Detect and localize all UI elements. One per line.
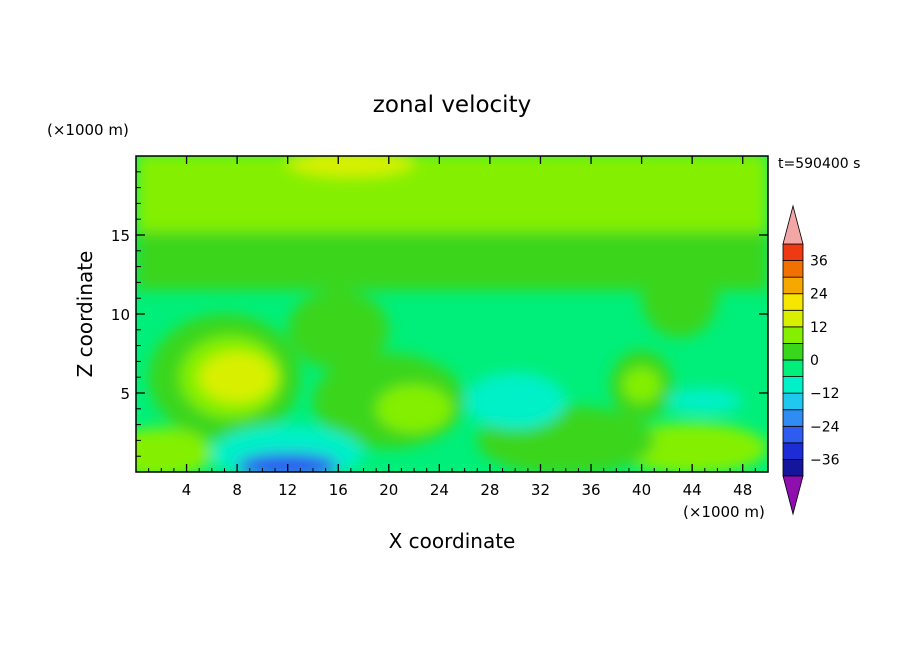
x-tick-label: 32 xyxy=(531,481,550,499)
x-tick-label: 12 xyxy=(278,481,297,499)
colorbar: −36 −24 −12 0 12 24 36 xyxy=(782,204,840,516)
colorbar-under-arrow xyxy=(782,475,804,516)
y-axis-label: Z coordinate xyxy=(73,251,97,378)
x-tick-label: 24 xyxy=(430,481,449,499)
colorbar-swatch xyxy=(782,442,804,460)
x-tick-label: 16 xyxy=(329,481,348,499)
y-axis: 5 10 15 xyxy=(111,171,768,457)
colorbar-tick-label: 0 xyxy=(810,353,819,369)
colorbar-over-arrow xyxy=(782,204,804,245)
chart-title: zonal velocity xyxy=(373,92,531,118)
colorbar-tick-label: 36 xyxy=(810,254,828,270)
contour-region xyxy=(287,156,415,177)
contour-region xyxy=(136,156,768,232)
x-axis: 4 8 12 16 20 24 28 32 36 40 44 48 xyxy=(148,156,756,499)
colorbar-tick-label: 12 xyxy=(810,320,828,336)
contour-region xyxy=(287,290,389,370)
colorbar-tick-label: −24 xyxy=(810,419,840,435)
colorbar-swatch xyxy=(782,276,804,295)
x-tick-label: 40 xyxy=(632,481,651,499)
colorbar-swatch xyxy=(782,392,804,411)
colorbar-tick-label: −12 xyxy=(810,386,840,402)
colorbar-swatch xyxy=(782,376,804,394)
colorbar-swatch xyxy=(782,409,804,427)
colorbar-swatch xyxy=(782,343,804,361)
contour-region xyxy=(237,453,339,472)
y-unit-label: (×1000 m) xyxy=(47,121,129,139)
contour-region xyxy=(616,423,768,472)
colorbar-swatch xyxy=(782,309,804,328)
x-tick-label: 44 xyxy=(683,481,702,499)
colorbar-swatch xyxy=(782,326,804,344)
x-axis-label: X coordinate xyxy=(389,529,516,553)
time-label: t=590400 s xyxy=(778,156,860,172)
contour-region xyxy=(136,427,212,472)
x-tick-label: 28 xyxy=(480,481,499,499)
contour-region xyxy=(464,372,566,430)
contour-region xyxy=(641,258,718,338)
x-tick-label: 8 xyxy=(232,481,242,499)
colorbar-tick-label: −36 xyxy=(810,452,840,468)
colorbar-swatch xyxy=(782,425,804,444)
y-tick-label: 10 xyxy=(111,306,130,324)
y-tick-label: 15 xyxy=(111,227,130,245)
x-tick-label: 36 xyxy=(581,481,600,499)
contour-region xyxy=(622,367,661,403)
x-tick-label: 4 xyxy=(182,481,192,499)
colorbar-swatch xyxy=(782,260,804,278)
contour-region xyxy=(666,388,743,414)
colorbar-swatch xyxy=(782,359,804,377)
contour-region xyxy=(376,385,452,433)
colorbar-swatch xyxy=(782,243,804,261)
x-tick-label: 20 xyxy=(379,481,398,499)
colorbar-swatch xyxy=(782,459,804,477)
x-tick-label: 48 xyxy=(733,481,752,499)
colorbar-tick-label: 24 xyxy=(810,287,828,303)
contour-field xyxy=(136,156,768,472)
y-tick-label: 5 xyxy=(120,385,130,403)
x-unit-label: (×1000 m) xyxy=(683,503,765,521)
contour-region xyxy=(199,351,276,403)
colorbar-swatch xyxy=(782,293,804,311)
